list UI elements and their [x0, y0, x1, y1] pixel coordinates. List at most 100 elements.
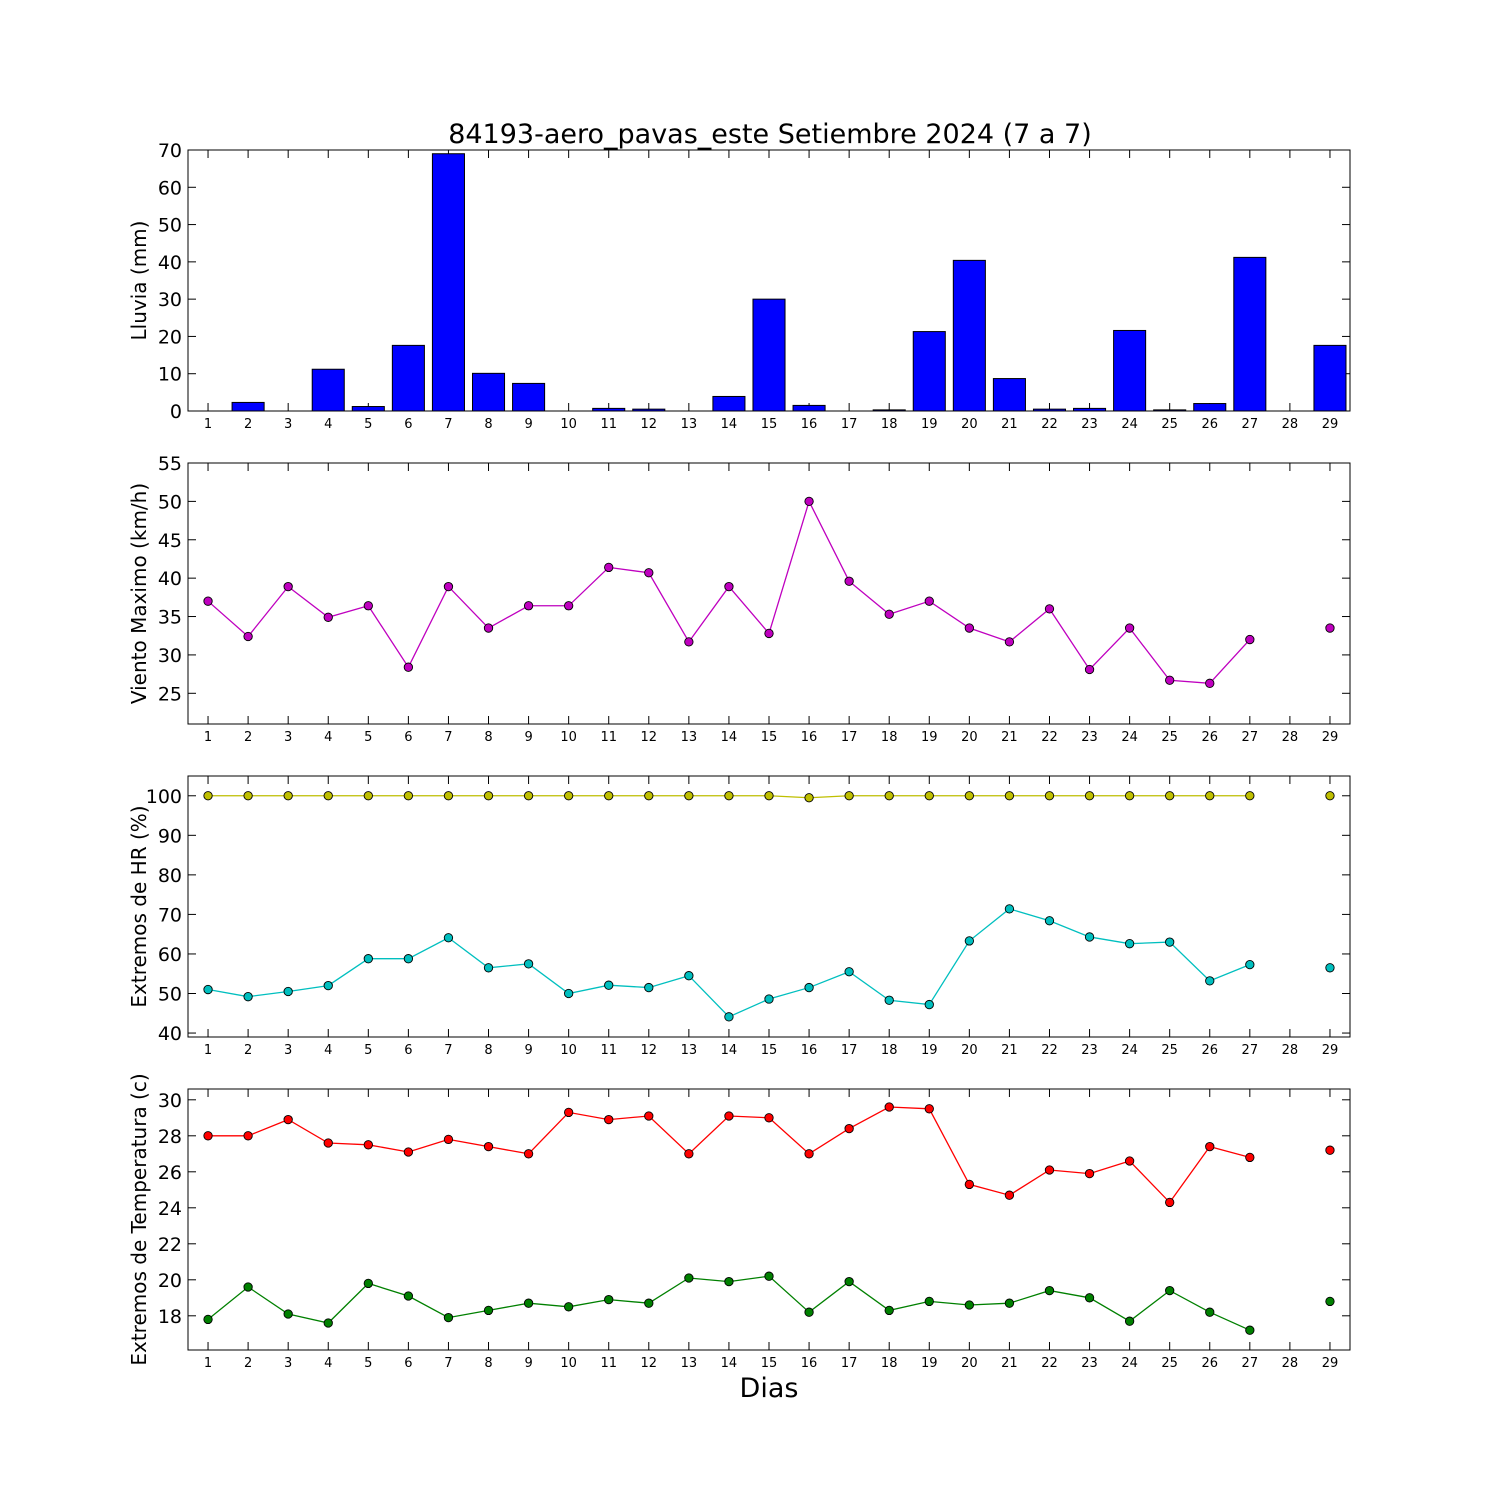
data-point — [884, 609, 894, 619]
data-point — [724, 1111, 734, 1121]
x-tick-label: 5 — [364, 417, 372, 432]
x-tick-label: 7 — [444, 1356, 452, 1371]
data-point — [283, 581, 293, 592]
bar — [512, 382, 546, 412]
x-tick-label: 28 — [1282, 1043, 1299, 1058]
data-point — [964, 623, 974, 633]
bar — [311, 368, 345, 412]
data-point — [564, 601, 574, 611]
x-tick-label: 23 — [1081, 730, 1098, 745]
x-tick-label: 3 — [284, 1043, 292, 1058]
x-tick-label: 16 — [801, 417, 818, 432]
data-point — [403, 791, 414, 801]
y-tick-label: 70 — [158, 904, 182, 926]
x-tick-label: 19 — [921, 1043, 938, 1058]
data-point — [523, 1298, 534, 1308]
data-point — [964, 1179, 974, 1190]
y-tick-label: 60 — [158, 944, 182, 966]
data-point — [203, 596, 213, 606]
x-tick-label: 11 — [600, 730, 617, 745]
x-tick-label: 16 — [801, 1356, 818, 1371]
x-tick-label: 19 — [921, 417, 938, 432]
x-tick-label: 11 — [600, 1043, 617, 1058]
data-point — [1004, 1298, 1015, 1308]
data-point — [1004, 637, 1015, 647]
x-tick-label: 14 — [721, 1356, 738, 1371]
data-point — [1124, 1316, 1135, 1326]
x-tick-label: 10 — [560, 417, 577, 432]
data-point — [844, 791, 854, 801]
y-tick-label: 90 — [158, 825, 182, 847]
data-point — [523, 1149, 534, 1159]
data-point — [403, 1291, 414, 1301]
x-tick-label: 1 — [204, 1043, 212, 1058]
x-tick-label: 14 — [721, 1043, 738, 1058]
data-point — [403, 662, 414, 672]
x-tick-label: 24 — [1121, 730, 1138, 745]
y-tick-label: 40 — [158, 1023, 182, 1045]
bar — [1313, 344, 1347, 412]
x-tick-label: 6 — [404, 730, 412, 745]
data-point — [884, 791, 894, 801]
data-point — [644, 568, 654, 578]
data-point — [1165, 937, 1175, 947]
x-tick-label: 29 — [1322, 1043, 1339, 1058]
x-tick-label: 17 — [841, 417, 858, 432]
bar — [872, 409, 906, 412]
bar — [391, 344, 425, 412]
x-tick-label: 20 — [961, 1356, 978, 1371]
data-point — [1084, 932, 1095, 942]
bar — [952, 259, 986, 412]
plot-frame — [187, 1088, 1351, 1351]
x-tick-label: 24 — [1121, 1043, 1138, 1058]
bar — [471, 372, 506, 412]
x-tick-label: 15 — [761, 417, 778, 432]
x-tick-label: 10 — [560, 1356, 577, 1371]
x-tick-label: 8 — [484, 417, 492, 432]
x-tick-label: 5 — [364, 1356, 372, 1371]
series — [203, 791, 1335, 803]
data-point — [684, 1273, 694, 1283]
x-tick-label: 7 — [444, 417, 452, 432]
y-tick-label: 25 — [158, 683, 182, 705]
y-axis-label: Extremos de Temperatura (c) — [127, 1073, 151, 1365]
x-tick-label: 14 — [721, 730, 738, 745]
x-tick-label: 8 — [484, 1043, 492, 1058]
data-point — [924, 791, 934, 801]
data-point — [483, 963, 494, 973]
x-tick-label: 9 — [524, 730, 532, 745]
data-point — [924, 1104, 934, 1114]
bar — [431, 153, 465, 412]
x-tick-label: 21 — [1001, 730, 1018, 745]
x-tick-label: 18 — [881, 417, 898, 432]
data-point — [1205, 976, 1215, 986]
x-tick-label: 18 — [881, 1043, 898, 1058]
x-tick-label: 8 — [484, 730, 492, 745]
data-point — [483, 791, 494, 801]
x-tick-label: 10 — [560, 1043, 577, 1058]
y-tick-label: 26 — [158, 1162, 182, 1184]
x-tick-label: 25 — [1161, 417, 1178, 432]
data-point — [764, 994, 774, 1004]
x-tick-label: 11 — [600, 1356, 617, 1371]
data-point — [403, 1147, 414, 1157]
data-point — [483, 623, 494, 633]
x-tick-label: 23 — [1081, 417, 1098, 432]
y-tick-label: 20 — [158, 326, 182, 348]
series — [203, 1271, 1335, 1335]
y-tick-label: 55 — [158, 453, 182, 475]
data-point — [483, 1305, 494, 1316]
data-point — [1084, 791, 1095, 801]
x-tick-label: 19 — [921, 730, 938, 745]
bar — [1153, 409, 1187, 412]
data-point — [243, 631, 253, 642]
data-point — [684, 1149, 694, 1159]
data-point — [323, 1138, 333, 1148]
x-tick-label: 29 — [1322, 1356, 1339, 1371]
data-point — [363, 1140, 373, 1150]
data-point — [964, 936, 974, 946]
data-point — [203, 984, 213, 995]
data-point — [443, 791, 454, 801]
